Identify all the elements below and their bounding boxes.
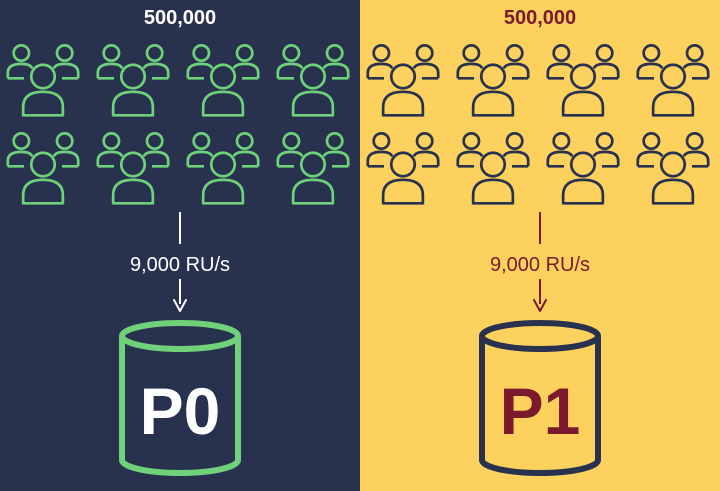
throughput-label-p1: 9,000 RU/s xyxy=(490,254,590,276)
partition-name-p0: P0 xyxy=(140,374,221,448)
user-count-p1: 500,000 xyxy=(504,7,576,29)
arrow-head-p1 xyxy=(533,299,547,312)
partition-panel-p1: 500,000 9,000 RU/s P1 xyxy=(360,0,720,491)
partition-name-p1: P1 xyxy=(500,374,581,448)
throughput-label-p0: 9,000 RU/s xyxy=(130,254,230,276)
arrow-head-p0 xyxy=(173,299,187,312)
user-count-p0: 500,000 xyxy=(144,7,216,29)
database-cylinder-icon xyxy=(479,320,601,476)
partition-panel-p0: 500,000 9,000 RU/s P0 xyxy=(0,0,360,491)
database-cylinder-icon xyxy=(119,320,241,476)
